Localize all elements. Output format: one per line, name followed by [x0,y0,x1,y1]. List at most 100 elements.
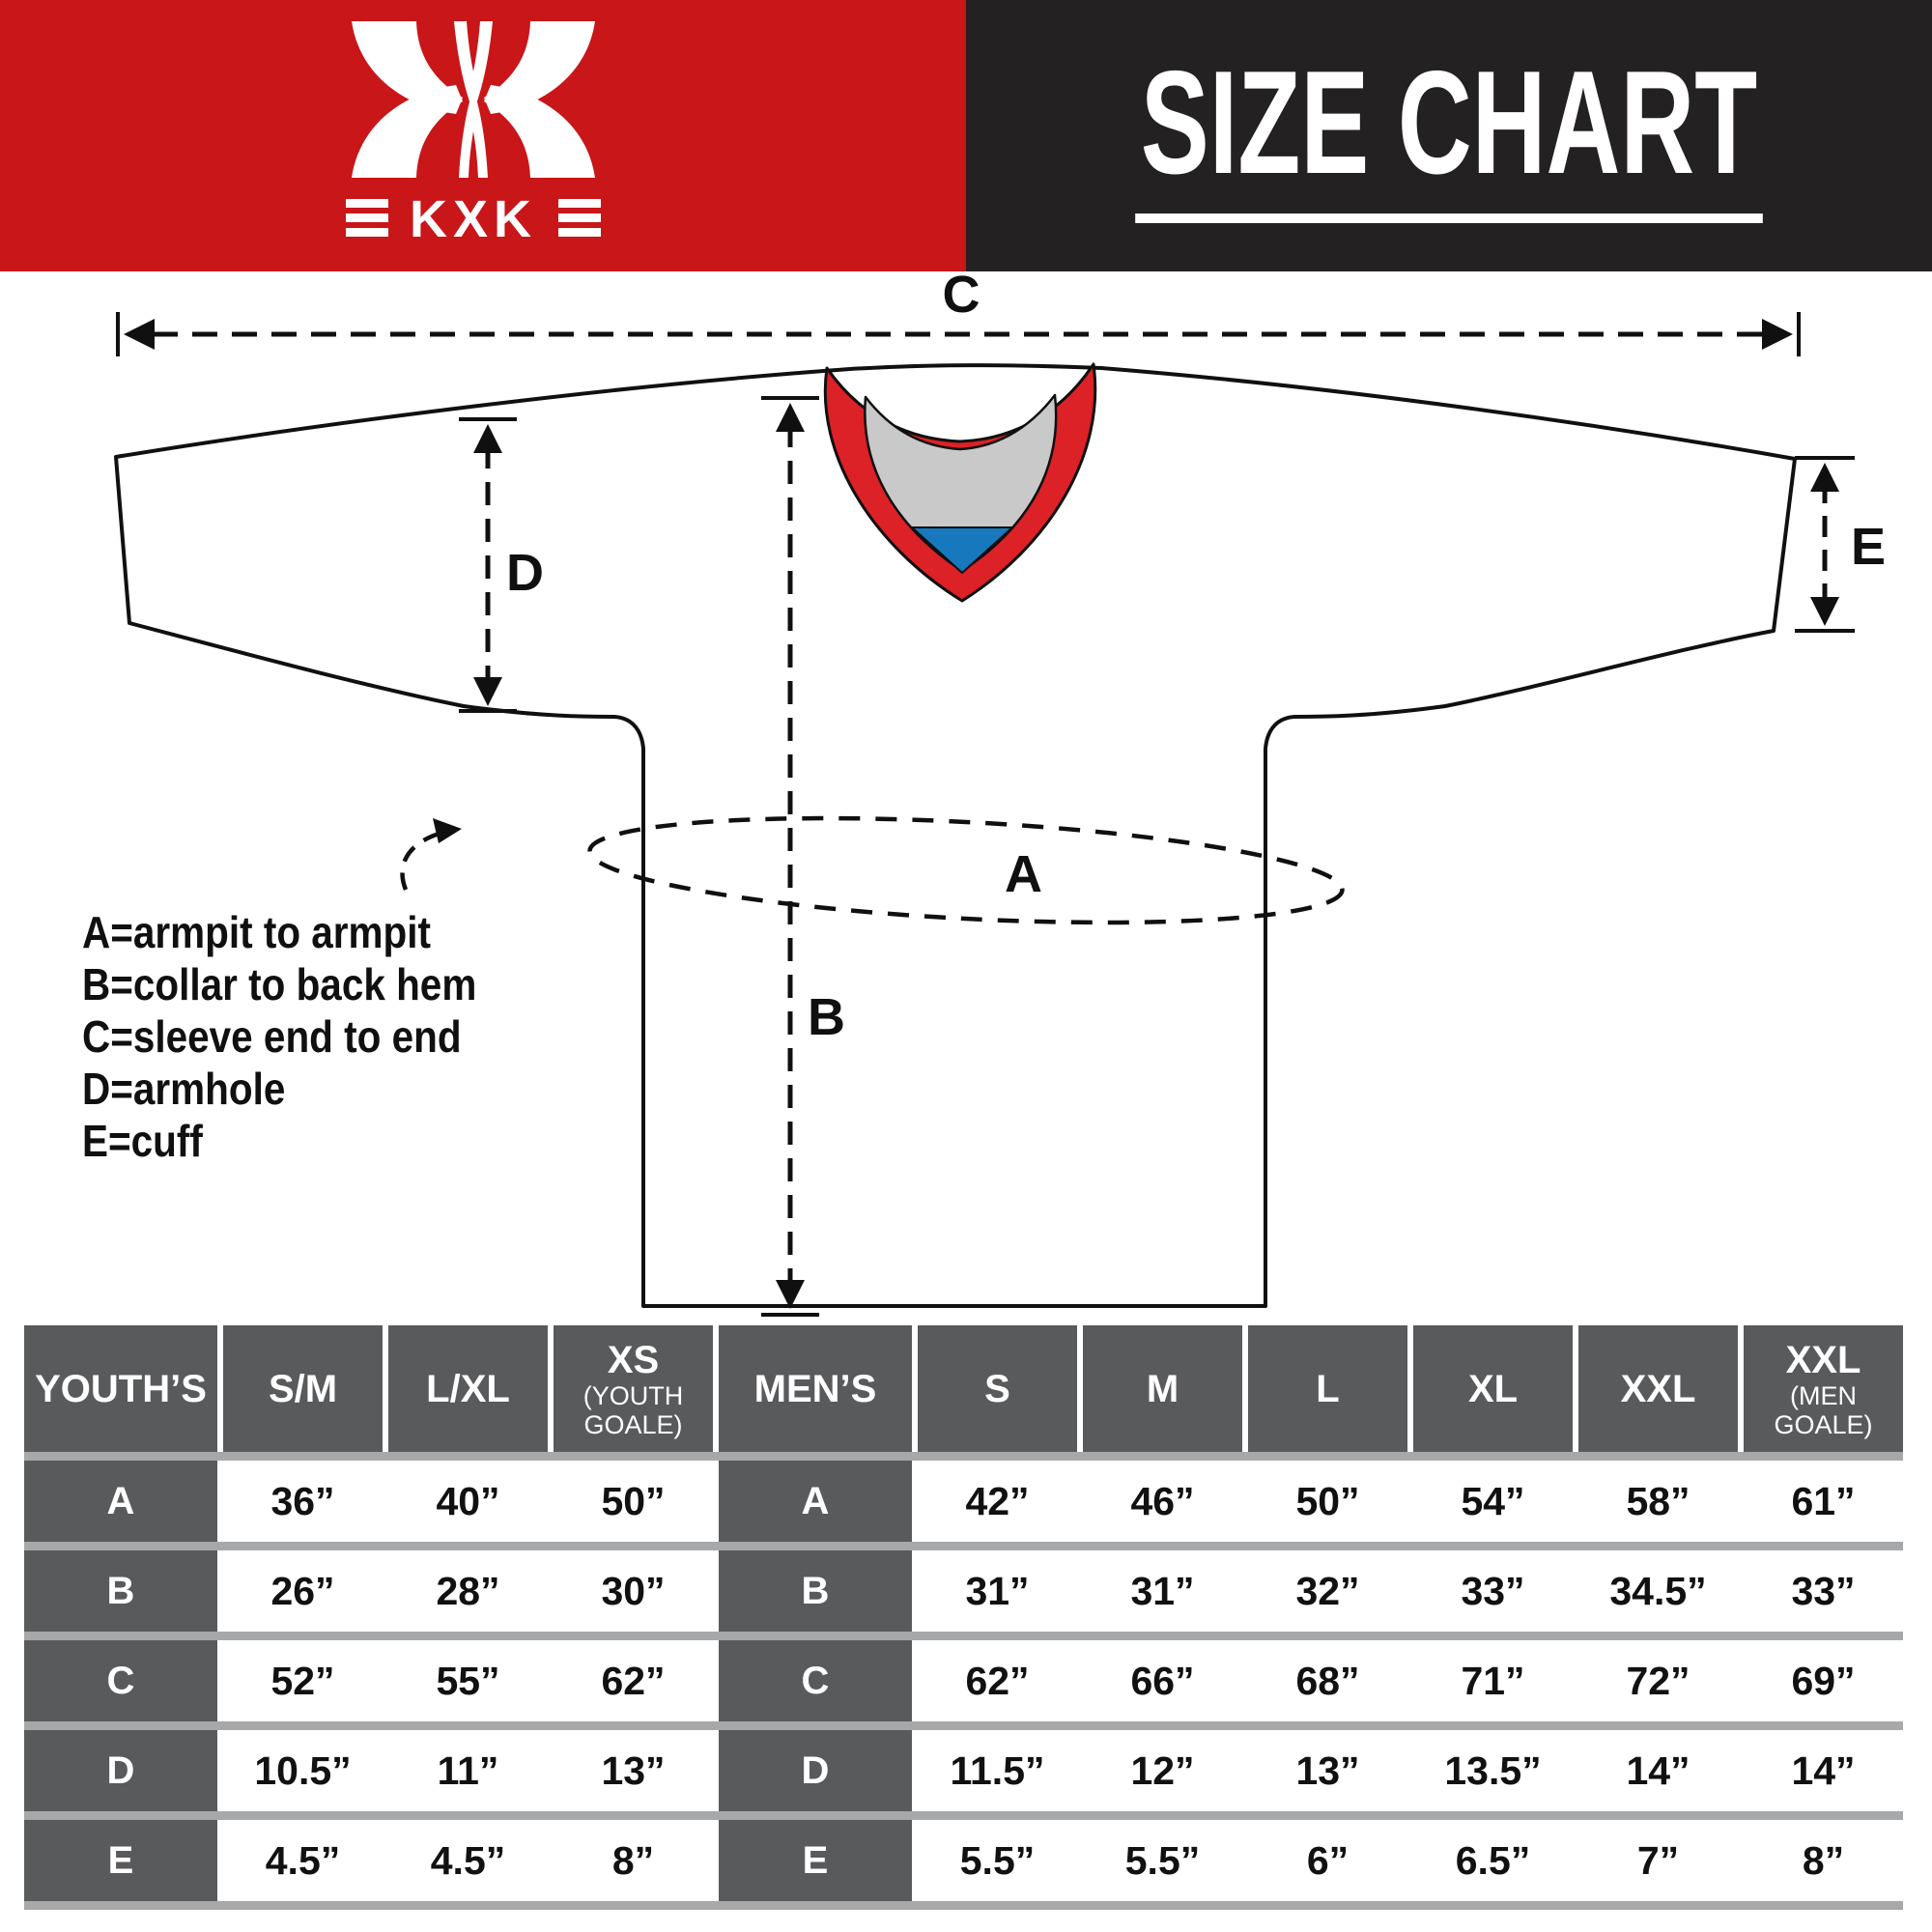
value-cell: 40” [388,1461,548,1542]
value-cell: 4.5” [388,1820,548,1901]
value-cell: 50” [554,1461,713,1542]
collar [823,362,1097,603]
value-cell: 13” [1248,1730,1407,1811]
collar-tip [909,526,1015,575]
measure-b [761,396,819,1317]
value-cell: 58” [1578,1461,1738,1542]
value-cell: 14” [1578,1730,1738,1811]
brand-panel: KXK [0,0,966,271]
page-title: SIZE CHART [1135,49,1763,223]
value-cell: 11” [388,1730,548,1811]
value-cell: 6” [1248,1820,1407,1901]
value-cell: 66” [1083,1640,1242,1721]
col-header-xs-youth-goale: XS (YOUTH GOALE) [554,1325,713,1452]
value-cell: 50” [1248,1461,1407,1542]
value-cell: 62” [918,1640,1077,1721]
table-row-c: C 52” 55” 62” C 62” 66” 68” 71” 72” 69” [24,1632,1903,1721]
measurement-legend: A=armpit to armpit B=collar to back hem … [82,906,476,1167]
value-cell: 6.5” [1413,1820,1573,1901]
col-header-s: S [918,1325,1077,1452]
jersey-outline [114,363,1797,1308]
value-cell: 14” [1744,1730,1903,1811]
row-label: A [719,1461,912,1542]
value-cell: 5.5” [1083,1820,1242,1901]
value-cell: 54” [1413,1461,1573,1542]
col-header-xxl-men-goale: XXL (MEN GOALE) [1744,1325,1903,1452]
row-label: B [719,1550,912,1632]
value-cell: 12” [1083,1730,1242,1811]
value-cell: 11.5” [918,1730,1077,1811]
value-cell: 52” [223,1640,383,1721]
kxk-logo: KXK [346,21,601,240]
value-cell: 7” [1578,1820,1738,1901]
table-row-a: A 36” 40” 50” A 42” 46” 50” 54” 58” 61” [24,1452,1903,1542]
row-label: E [719,1820,912,1901]
kxk-logo-mark [346,21,601,237]
row-label: C [24,1640,217,1721]
value-cell: 31” [918,1550,1077,1632]
row-label: E [24,1820,217,1901]
size-table: YOUTH’S S/M L/XL XS (YOUTH GOALE) MEN’S S… [24,1325,1903,1910]
title-wrap: SIZE CHART [1135,49,1763,223]
value-cell: 5.5” [918,1820,1077,1901]
value-cell: 61” [1744,1461,1903,1542]
measure-c [116,312,1801,356]
value-cell: 28” [388,1550,548,1632]
value-cell: 31” [1083,1550,1242,1632]
value-cell: 30” [554,1550,713,1632]
value-cell: 34.5” [1578,1550,1738,1632]
value-cell: 71” [1413,1640,1573,1721]
value-cell: 68” [1248,1640,1407,1721]
measure-b-label: B [808,988,845,1046]
value-cell: 46” [1083,1461,1242,1542]
row-label: D [719,1730,912,1811]
value-cell: 69” [1744,1640,1903,1721]
col-header-xl: XL [1413,1325,1573,1452]
row-label: A [24,1461,217,1542]
table-row-d: D 10.5” 11” 13” D 11.5” 12” 13” 13.5” 14… [24,1721,1903,1811]
measure-a-label: A [1005,845,1042,903]
value-cell: 62” [554,1640,713,1721]
legend-b: B=collar to back hem [82,959,477,1009]
jersey-measurement-diagram: C D B E [114,271,1886,1317]
value-cell: 8” [554,1820,713,1901]
col-header-sm: S/M [223,1325,383,1452]
col-header-l: L [1248,1325,1407,1452]
value-cell: 33” [1744,1550,1903,1632]
row-label: C [719,1640,912,1721]
value-cell: 4.5” [223,1820,383,1901]
measure-e [1795,456,1855,633]
value-cell: 10.5” [223,1730,383,1811]
legend-a: A=armpit to armpit [82,907,432,957]
col-header-xxl: XXL [1578,1325,1738,1452]
measure-d-label: D [506,544,544,602]
value-cell: 36” [223,1461,383,1542]
measure-d [459,417,517,713]
title-panel: SIZE CHART [966,0,1932,271]
measure-c-label: C [943,271,980,324]
value-cell: 33” [1413,1550,1573,1632]
value-cell: 32” [1248,1550,1407,1632]
col-header-youths: YOUTH’S [24,1325,217,1452]
header: KXK SIZE CHART [0,0,1932,271]
value-cell: 55” [388,1640,548,1721]
legend-e: E=cuff [82,1116,203,1166]
measure-a [400,815,1345,925]
value-cell: 8” [1744,1820,1903,1901]
measure-e-label: E [1851,518,1886,576]
value-cell: 13.5” [1413,1730,1573,1811]
table-row-e: E 4.5” 4.5” 8” E 5.5” 5.5” 6” 6.5” 7” 8” [24,1811,1903,1901]
size-table-header: YOUTH’S S/M L/XL XS (YOUTH GOALE) MEN’S S… [24,1325,1903,1452]
value-cell: 72” [1578,1640,1738,1721]
value-cell: 26” [223,1550,383,1632]
row-label: D [24,1730,217,1811]
row-label: B [24,1550,217,1632]
value-cell: 13” [554,1730,713,1811]
legend-d: D=armhole [82,1064,286,1114]
value-cell: 42” [918,1461,1077,1542]
legend-c: C=sleeve end to end [82,1011,462,1062]
col-header-m: M [1083,1325,1242,1452]
table-row-b: B 26” 28” 30” B 31” 31” 32” 33” 34.5” 33… [24,1542,1903,1632]
kxk-logo-text: KXK [410,190,537,240]
